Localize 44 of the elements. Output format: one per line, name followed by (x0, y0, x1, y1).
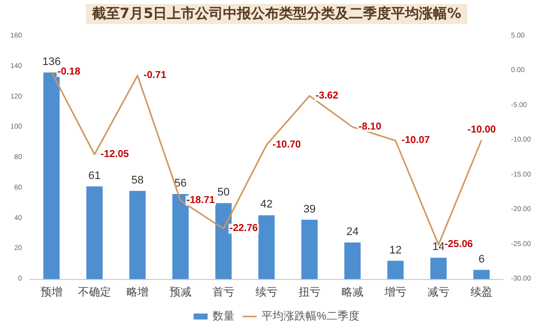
data-label: 61 (88, 170, 101, 182)
bar (258, 215, 275, 279)
bar (129, 190, 146, 279)
data-label: -25.06 (444, 239, 474, 250)
data-label: -3.62 (316, 90, 339, 102)
chart-title: 截至7月5日上市公司中报公布类型分类及二季度平均涨幅% (90, 5, 462, 22)
bar (301, 220, 318, 279)
data-label: 56 (174, 177, 187, 190)
bar (387, 260, 404, 279)
data-label: 6 (478, 253, 485, 266)
data-label: 14 (432, 241, 445, 254)
data-label: 50 (217, 186, 230, 199)
data-label: -18.71 (186, 195, 216, 206)
x-tick-label: 预减 (170, 286, 192, 298)
data-label: -0.71 (144, 70, 167, 82)
data-label: 58 (131, 174, 144, 186)
data-label: -22.76 (230, 223, 258, 234)
x-tick-label: 续亏 (256, 286, 278, 298)
data-label: -10.07 (402, 135, 430, 146)
data-label: 24 (346, 226, 359, 238)
x-tick-label: 不确定 (78, 286, 111, 298)
x-tick-label: 续盈 (470, 286, 492, 298)
bar (86, 186, 103, 279)
data-label: 42 (260, 198, 273, 211)
data-label: 39 (303, 203, 316, 216)
data-label: -8.10 (358, 121, 382, 132)
legend-label: 平均涨跌幅%二季度 (262, 310, 360, 322)
data-label: 12 (389, 244, 402, 256)
bar (430, 258, 447, 279)
bar (473, 270, 490, 279)
x-tick-label: 增亏 (384, 286, 406, 298)
x-tick-label: 扭亏 (298, 286, 320, 298)
data-label: -10.00 (468, 124, 496, 136)
legend-label: 数量 (212, 310, 235, 322)
bar (344, 242, 361, 279)
x-tick-label: 略增 (126, 286, 148, 298)
data-label: -10.70 (272, 140, 302, 151)
x-tick-label: 略减 (342, 286, 364, 298)
x-tick-label: 首亏 (212, 286, 234, 298)
x-tick-label: 减亏 (428, 286, 450, 298)
data-label: 136 (42, 56, 61, 68)
data-label: -12.05 (100, 148, 130, 160)
x-tick-label: 预增 (40, 286, 62, 298)
data-label: -0.18 (58, 66, 81, 78)
